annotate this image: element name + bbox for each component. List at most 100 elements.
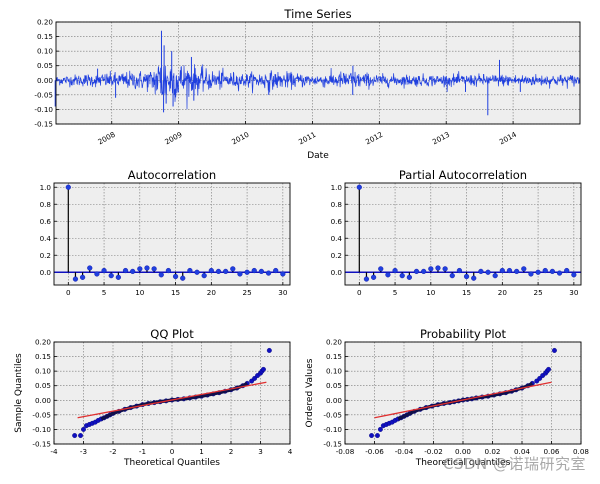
qq-plot-xtick-label: -4 xyxy=(50,447,58,456)
pacf-point xyxy=(356,184,362,190)
pacf-point xyxy=(478,268,484,275)
pacf-xtick-label: 30 xyxy=(569,288,579,297)
qq-plot-reference-line xyxy=(77,381,267,419)
pacf-point xyxy=(463,273,470,280)
pacf-ytick-label: 1.0 xyxy=(331,183,343,192)
acf-ytick-label: 0.6 xyxy=(40,217,52,226)
time-series-xlabel: Date xyxy=(307,151,329,161)
time-series-xtick-label: 2013 xyxy=(431,130,451,147)
acf-point xyxy=(158,272,164,278)
pacf-xtick-label: 25 xyxy=(534,288,543,297)
acf-title: Autocorrelation xyxy=(128,168,216,182)
probability-plot-xtick-label: -0.08 xyxy=(336,447,355,456)
qq-plot-ytick-label: -0.15 xyxy=(32,440,51,449)
acf-point xyxy=(165,267,172,274)
acf-point xyxy=(87,265,93,271)
acf-xtick-label: 15 xyxy=(171,288,180,297)
acf-point xyxy=(180,275,186,281)
time-series-title: Time Series xyxy=(283,7,351,21)
watermark: CSDN @诺瑞研究室 xyxy=(442,455,586,473)
pacf-title: Partial Autocorrelation xyxy=(399,168,527,182)
acf-point xyxy=(144,265,150,271)
probability-plot-ylabel: Ordered Values xyxy=(305,358,315,427)
time-series-xtick-label: 2010 xyxy=(230,130,251,147)
acf-point xyxy=(151,266,157,272)
acf-point xyxy=(94,271,100,277)
probability-plot-ytick-label: -0.05 xyxy=(323,410,342,419)
acf-xtick-label: 25 xyxy=(243,288,252,297)
pacf-point xyxy=(428,266,434,272)
qq-plot-ylabel: Sample Quantiles xyxy=(14,353,24,433)
acf-point xyxy=(201,273,207,279)
probability-plot-title: Probability Plot xyxy=(420,327,507,341)
pacf-point xyxy=(471,275,477,281)
qq-plot-xtick-label: -3 xyxy=(80,447,87,456)
acf-xtick-label: 0 xyxy=(66,288,71,297)
acf-plot-background xyxy=(54,183,290,285)
probability-plot-ytick-label: 0.10 xyxy=(326,367,342,376)
acf-ytick-label: 0.4 xyxy=(40,234,52,243)
acf-point xyxy=(251,267,257,274)
pacf-point xyxy=(514,268,520,275)
pacf-ytick-label: 0.4 xyxy=(331,234,343,243)
pacf-point xyxy=(456,267,463,274)
time-series-axes: -0.15 -0.10 -0.05 0.00 0.05 0.10 0.15 0.20 2008 2… xyxy=(34,7,581,161)
pacf-ytick-label: 0.2 xyxy=(331,251,342,260)
acf-xtick-label: 30 xyxy=(278,288,288,297)
probability-plot-point xyxy=(537,375,543,381)
probability-plot-xtick-label: 0.04 xyxy=(514,447,530,456)
acf-point xyxy=(273,267,279,274)
pacf-xtick-label: 10 xyxy=(426,288,436,297)
acf-point xyxy=(101,267,107,274)
qq-plot-point xyxy=(252,375,258,381)
probability-plot-xtick-label: -0.02 xyxy=(424,447,443,456)
time-series-ytick-label: 0.15 xyxy=(37,32,53,41)
pacf-point xyxy=(449,273,455,279)
pacf-ytick-label: 0.6 xyxy=(331,217,343,226)
pacf-xtick-label: 0 xyxy=(357,288,362,297)
acf-ytick-label: 0.0 xyxy=(40,268,52,277)
probability-plot-ytick-label: 0.15 xyxy=(326,352,342,361)
acf-axes: 0 5 10 15 20 25 30 0.0 0.2 0.4 0.6 0.8 1.0 Autocorrel… xyxy=(40,168,291,297)
acf-xtick-label: 10 xyxy=(135,288,145,297)
acf-ytick-label: 1.0 xyxy=(40,183,52,192)
qq-plot-xtick-label: 1 xyxy=(199,447,204,456)
pacf-point xyxy=(492,273,498,279)
pacf-xtick-label: 20 xyxy=(498,288,508,297)
probability-plot-ytick-label: -0.10 xyxy=(323,425,342,434)
time-series-xtick-label: 2014 xyxy=(498,130,519,147)
pacf-point xyxy=(385,272,391,278)
pacf-point xyxy=(363,276,370,282)
time-series-xtick-label: 2011 xyxy=(297,130,317,147)
pacf-point xyxy=(485,269,491,275)
pacf-ytick-label: 0.8 xyxy=(331,200,343,209)
acf-point xyxy=(208,267,214,274)
probability-plot-ytick-label: -0.15 xyxy=(323,440,342,449)
time-series-xtick-label: 2012 xyxy=(364,130,384,147)
pacf-axes: 0 5 10 15 20 25 30 0.0 0.2 0.4 0.6 0.8 1.0 Partial Au… xyxy=(331,168,582,297)
qq-plot-title: QQ Plot xyxy=(150,327,194,341)
acf-point xyxy=(244,269,250,275)
qq-plot-xtick-label: -2 xyxy=(109,447,116,456)
pacf-point xyxy=(442,266,448,272)
pacf-point xyxy=(435,265,441,271)
acf-point xyxy=(80,274,86,280)
acf-point xyxy=(72,276,79,282)
qq-plot-ytick-label: -0.05 xyxy=(32,410,51,419)
acf-point xyxy=(187,267,193,274)
pacf-point xyxy=(371,274,377,280)
pacf-plot-background xyxy=(345,183,581,285)
pacf-plot-border xyxy=(344,182,582,286)
pacf-point xyxy=(556,270,563,276)
pacf-point xyxy=(535,269,541,275)
qq-plot-point xyxy=(261,366,266,372)
pacf-point xyxy=(571,272,577,278)
probability-plot-xtick-label: 0.00 xyxy=(455,447,471,456)
pacf-point xyxy=(564,267,570,274)
probability-plot-ytick-label: 0.00 xyxy=(326,396,342,405)
qq-plot-ytick-label: 0.10 xyxy=(35,367,51,376)
pacf-xtick-label: 15 xyxy=(462,288,471,297)
acf-point xyxy=(230,266,236,272)
qq-plot-xtick-label: 2 xyxy=(229,447,234,456)
